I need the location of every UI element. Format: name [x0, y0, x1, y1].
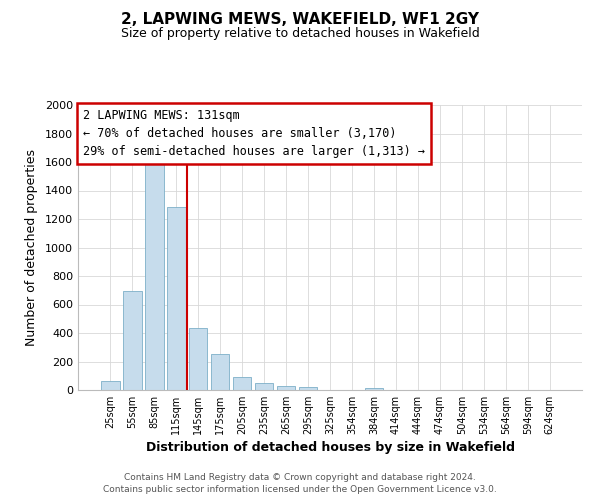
Y-axis label: Number of detached properties: Number of detached properties	[25, 149, 38, 346]
Bar	[123, 291, 142, 390]
Text: Contains HM Land Registry data © Crown copyright and database right 2024.: Contains HM Land Registry data © Crown c…	[124, 472, 476, 482]
Bar	[167, 207, 185, 390]
Text: Size of property relative to detached houses in Wakefield: Size of property relative to detached ho…	[121, 28, 479, 40]
Bar	[277, 386, 295, 390]
Text: 2 LAPWING MEWS: 131sqm
← 70% of detached houses are smaller (3,170)
29% of semi-: 2 LAPWING MEWS: 131sqm ← 70% of detached…	[83, 110, 425, 158]
Bar	[145, 157, 164, 390]
Bar	[211, 354, 229, 390]
Bar	[255, 382, 274, 390]
X-axis label: Distribution of detached houses by size in Wakefield: Distribution of detached houses by size …	[146, 441, 515, 454]
Bar	[365, 388, 383, 390]
Bar	[233, 377, 251, 390]
Bar	[101, 380, 119, 390]
Bar	[189, 328, 208, 390]
Text: Contains public sector information licensed under the Open Government Licence v3: Contains public sector information licen…	[103, 485, 497, 494]
Bar	[299, 387, 317, 390]
Text: 2, LAPWING MEWS, WAKEFIELD, WF1 2GY: 2, LAPWING MEWS, WAKEFIELD, WF1 2GY	[121, 12, 479, 28]
